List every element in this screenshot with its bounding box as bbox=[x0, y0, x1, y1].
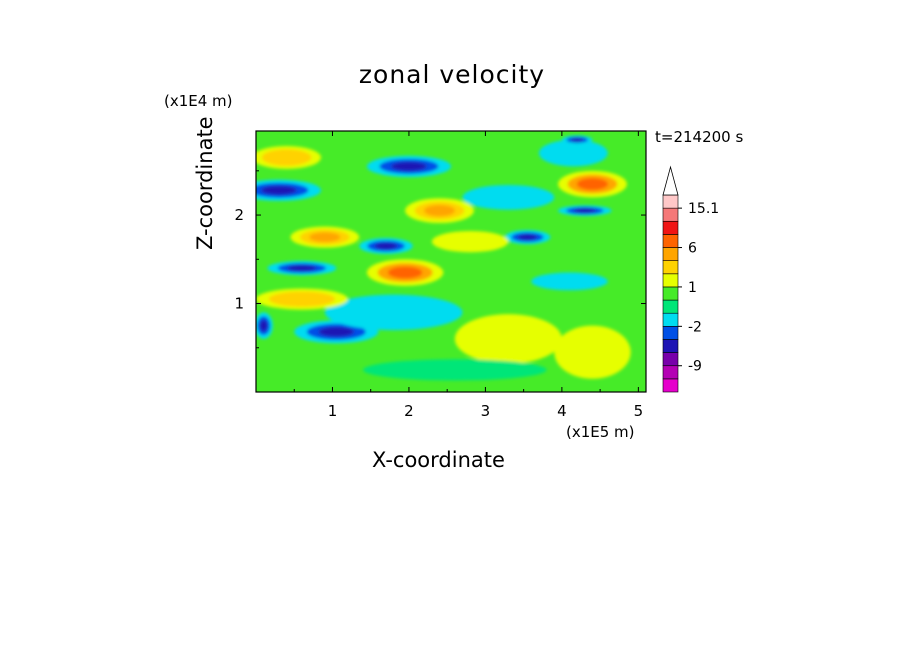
field-contour bbox=[345, 299, 442, 325]
colorbar-swatch bbox=[662, 339, 679, 353]
colorbar-label: 6 bbox=[688, 241, 697, 257]
field-contour bbox=[309, 232, 341, 242]
colorbar-swatch bbox=[662, 365, 679, 380]
field-contour bbox=[424, 205, 456, 217]
field-contour bbox=[549, 143, 598, 163]
field-contour bbox=[318, 327, 354, 337]
colorbar-label: 1 bbox=[688, 280, 697, 296]
plot-frame bbox=[255, 130, 647, 393]
colorbar-swatch bbox=[662, 312, 679, 327]
field-contour bbox=[564, 333, 620, 372]
colorbar-swatch bbox=[662, 352, 679, 367]
field-contour bbox=[469, 321, 547, 357]
field-contour bbox=[268, 291, 335, 307]
colorbar-swatch bbox=[662, 234, 679, 248]
x-tick-label: 5 bbox=[634, 402, 644, 420]
colorbar-extend-arrow bbox=[662, 165, 679, 196]
colorbar-label: 15.1 bbox=[688, 201, 719, 217]
plot-area bbox=[255, 130, 647, 393]
colorbar-label: -9 bbox=[688, 359, 702, 375]
field-contour bbox=[391, 161, 427, 171]
colorbar-swatch bbox=[662, 286, 679, 301]
axes: 1 2 3 4 5 1 2 bbox=[234, 131, 646, 420]
colorbar-swatch bbox=[662, 220, 679, 235]
y-axis-unit-label: (x1E4 m) bbox=[164, 92, 233, 110]
y-tick-label: 2 bbox=[234, 206, 244, 224]
field-contour bbox=[573, 208, 597, 213]
x-tick-label: 1 bbox=[328, 402, 338, 420]
field-contour bbox=[570, 137, 584, 142]
field-contour bbox=[476, 188, 541, 207]
colorbar-swatch bbox=[662, 260, 679, 275]
field-contour bbox=[517, 234, 538, 241]
field-contour bbox=[576, 178, 608, 191]
field-contour bbox=[374, 242, 398, 250]
field-contour bbox=[261, 149, 312, 166]
field-contour bbox=[259, 320, 268, 332]
field-contour bbox=[387, 266, 423, 279]
colorbar-swatch bbox=[662, 378, 679, 393]
colorbar-swatch bbox=[662, 299, 679, 314]
colorbar: 15.1 6 1 -2 -9 bbox=[662, 165, 719, 393]
field-contour bbox=[390, 362, 520, 378]
colorbar-swatch bbox=[662, 326, 679, 340]
field-contour bbox=[261, 185, 297, 195]
x-axis-title: X-coordinate bbox=[372, 448, 505, 472]
x-axis-unit-label: (x1E5 m) bbox=[566, 423, 635, 441]
colorbar-swatch bbox=[662, 273, 679, 288]
y-tick-label: 1 bbox=[234, 295, 244, 313]
colorbar-label: -2 bbox=[688, 319, 702, 335]
field-contour bbox=[287, 265, 317, 272]
time-annotation: t=214200 s bbox=[655, 128, 744, 146]
colorbar-swatch bbox=[662, 207, 679, 222]
colorbar-swatch bbox=[662, 247, 679, 261]
colorbar-swatch bbox=[662, 194, 679, 209]
chart-title: zonal velocity bbox=[358, 60, 546, 89]
x-tick-label: 3 bbox=[481, 402, 491, 420]
field-contour bbox=[442, 233, 498, 250]
x-tick-label: 4 bbox=[557, 402, 567, 420]
x-tick-label: 2 bbox=[404, 402, 414, 420]
field-contour bbox=[542, 275, 597, 288]
